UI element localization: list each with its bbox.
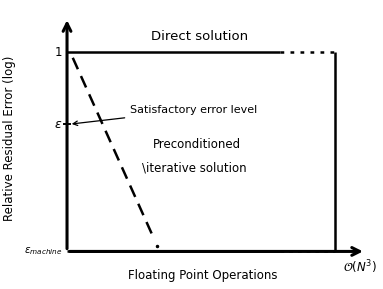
Text: $\epsilon$: $\epsilon$: [54, 118, 62, 131]
Text: $\epsilon_{machine}$: $\epsilon_{machine}$: [24, 246, 62, 257]
Text: Floating Point Operations: Floating Point Operations: [128, 269, 278, 282]
Text: $\mathcal{O}(N^3)$: $\mathcal{O}(N^3)$: [343, 259, 377, 276]
Text: Direct solution: Direct solution: [151, 30, 248, 42]
Text: 1: 1: [55, 46, 62, 58]
Text: Satisfactory error level: Satisfactory error level: [73, 105, 257, 125]
Text: \iterative solution: \iterative solution: [142, 161, 246, 174]
Text: Preconditioned: Preconditioned: [153, 138, 241, 151]
Text: Relative Residual Error (log): Relative Residual Error (log): [3, 56, 16, 221]
